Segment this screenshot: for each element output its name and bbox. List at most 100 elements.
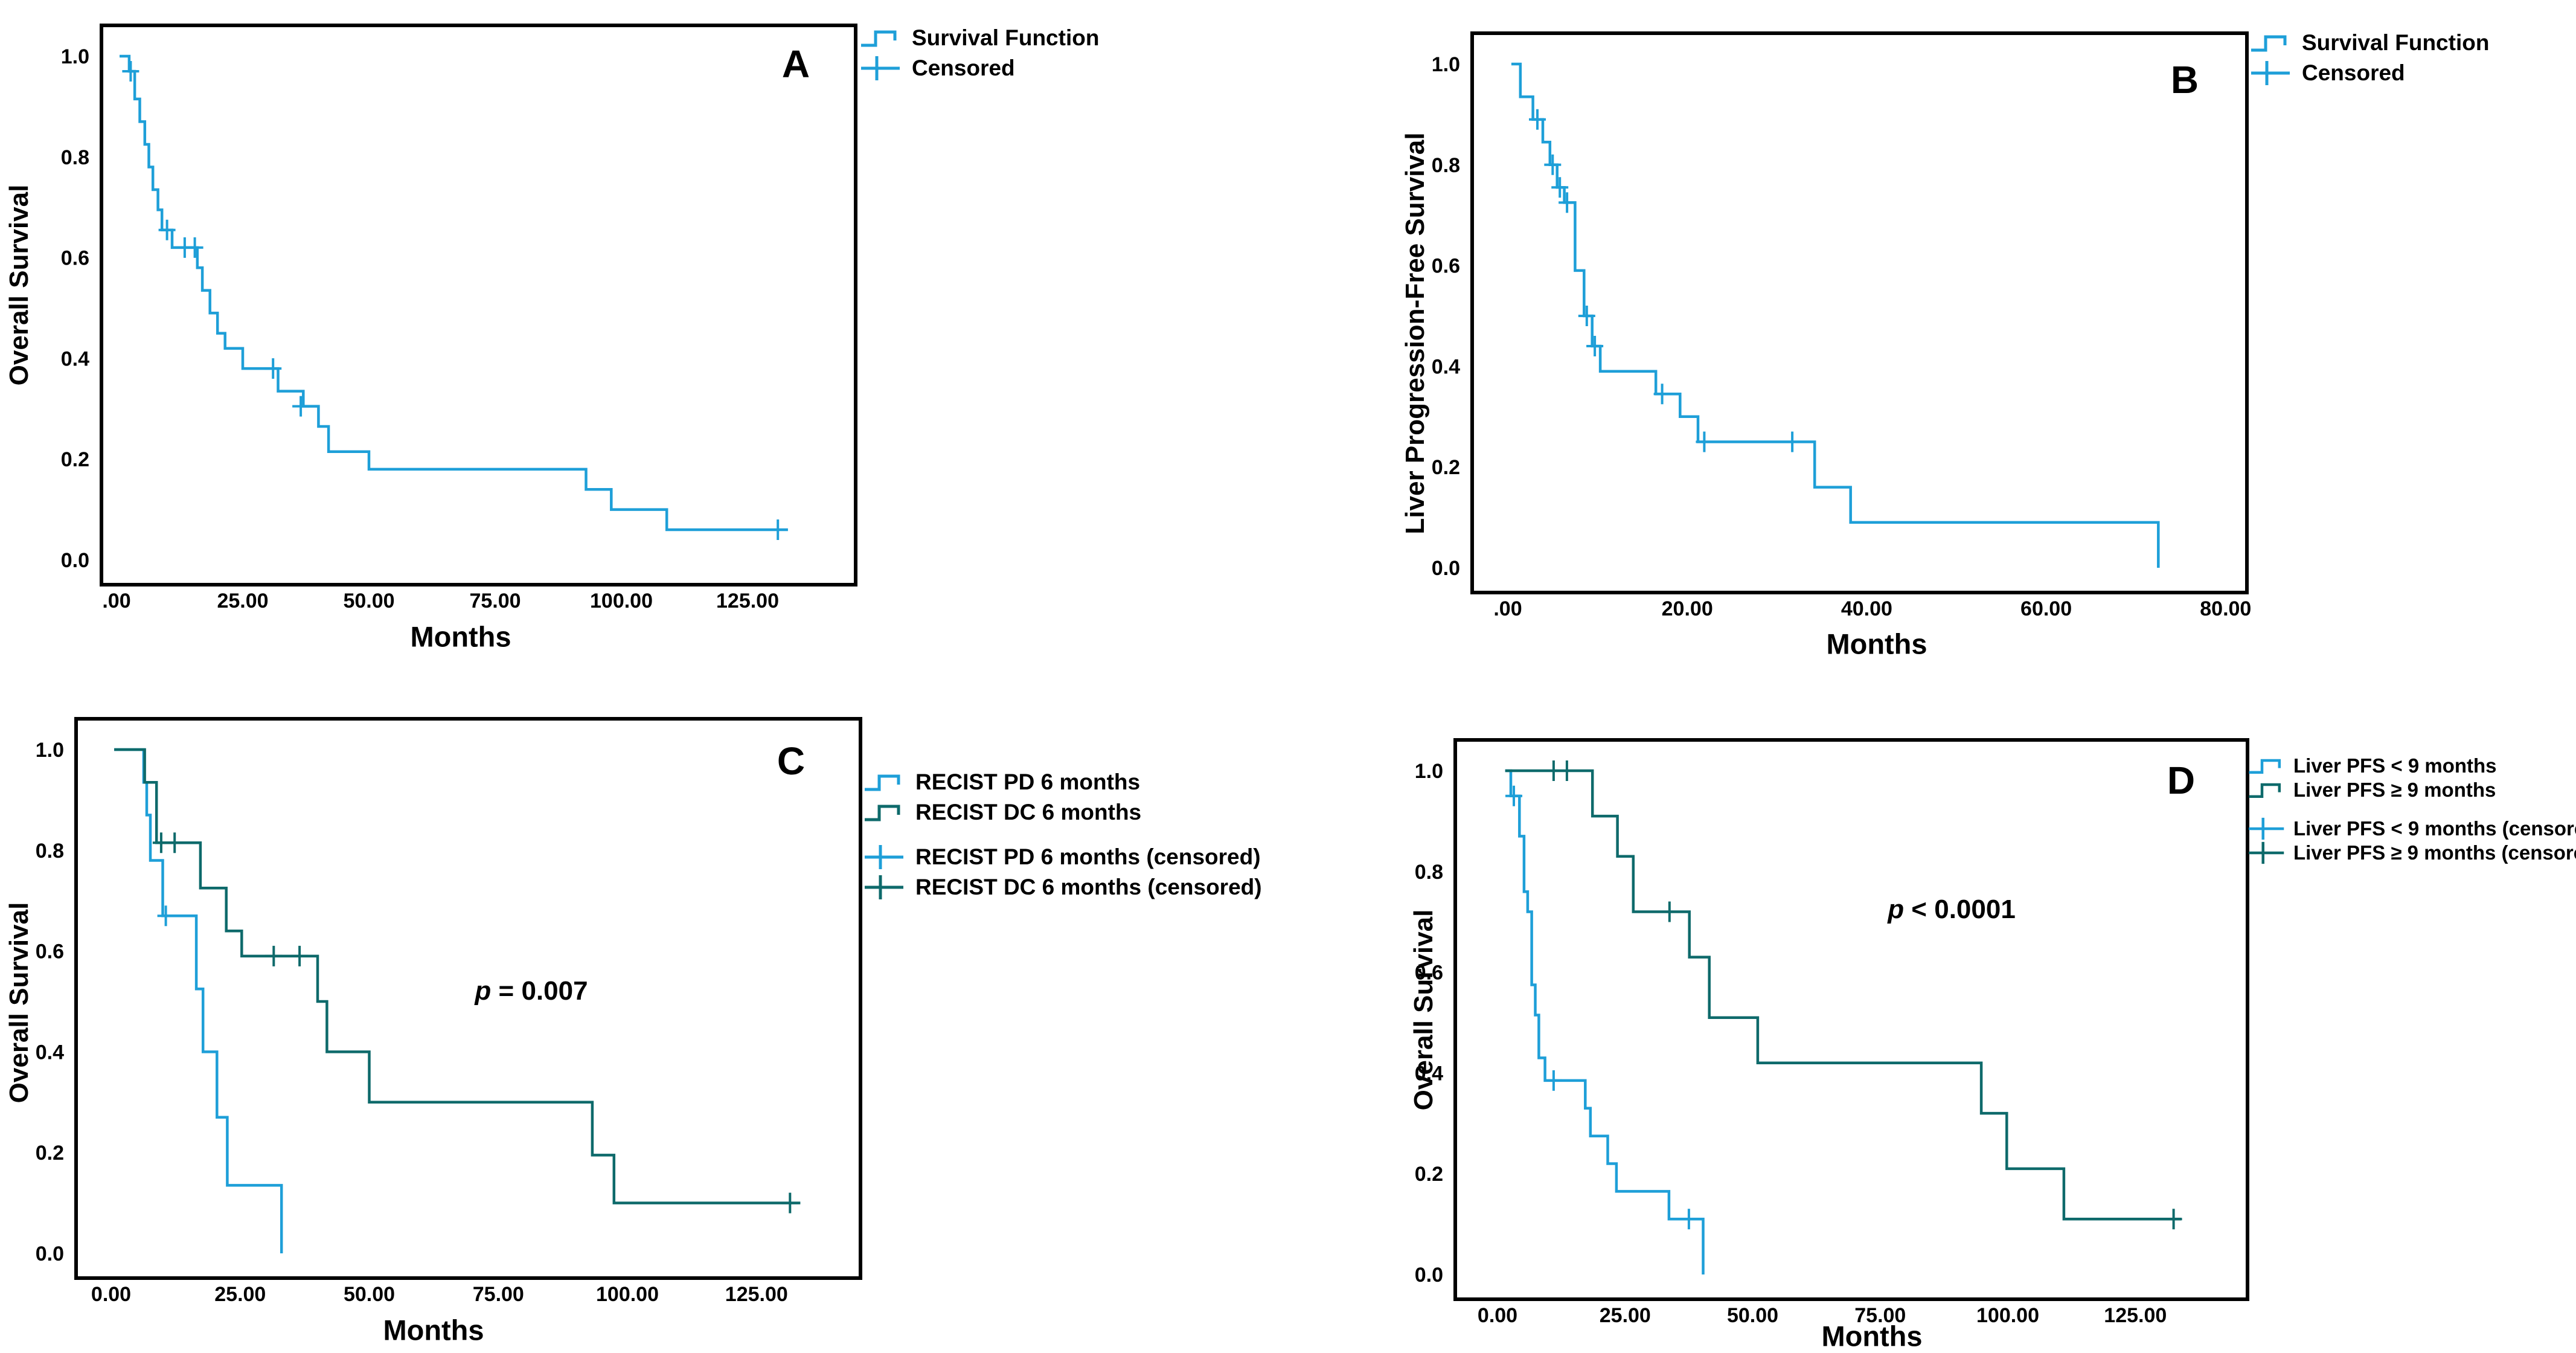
survival-curve-B: [1511, 62, 2160, 568]
x-tick-label-C: 25.00: [214, 1283, 266, 1306]
x-tick-label-D: 75.00: [1854, 1304, 1906, 1327]
y-tick-label-B: 0.4: [1432, 355, 1460, 378]
legend-item-liver-pfs-ge9: Liver PFS ≥ 9 months: [2248, 778, 2576, 802]
plot-frame-D: [1453, 738, 2249, 1301]
x-tick-label-D: 0.00: [1478, 1304, 1517, 1327]
censor-mark-C: [157, 905, 175, 927]
censor-mark-D: [1661, 901, 1678, 922]
panel-b-x-axis-title: Months: [1826, 628, 1927, 660]
censor-plus-icon: [2251, 61, 2290, 85]
panel-c-legend: RECIST PD 6 months RECIST DC 6 months RE…: [863, 767, 1262, 902]
y-tick-label-D: 0.8: [1415, 861, 1443, 884]
survival-curve-A: [120, 54, 788, 532]
legend-label: Liver PFS ≥ 9 months (censored): [2293, 841, 2576, 864]
plot-frame-B: [1470, 31, 2249, 594]
censor-plus-icon: [2249, 841, 2284, 864]
censor-mark-B: [1784, 431, 1801, 452]
x-tick-label-B: 20.00: [1662, 597, 1713, 620]
x-tick-label-B: 80.00: [2200, 597, 2251, 620]
panel-d-letter: D: [2167, 759, 2196, 802]
legend-label: RECIST DC 6 months (censored): [915, 875, 1262, 899]
y-tick-label-A: 0.0: [61, 549, 89, 572]
x-tick-label-B: 40.00: [1841, 597, 1892, 620]
censor-mark-A: [158, 219, 176, 240]
censor-mark-C: [265, 945, 283, 966]
p-value-text: = 0.007: [491, 976, 588, 1006]
censor-mark-B: [1578, 306, 1595, 326]
y-tick-label-A: 0.8: [61, 146, 89, 169]
panel-b-y-axis-title: Liver Progression-Free Survival: [1400, 132, 1430, 535]
step-curve-icon: [861, 30, 897, 47]
y-tick-label-D: 0.6: [1415, 962, 1443, 985]
panel-a-y-axis-title: Overall Survival: [4, 184, 34, 386]
y-tick-label-C: 0.2: [36, 1142, 64, 1165]
censor-mark-D: [1545, 1070, 1562, 1091]
panel-d-y-axis-title: Overall Survival: [1409, 909, 1438, 1111]
censor-mark-B: [1653, 384, 1671, 405]
y-tick-label-D: 0.4: [1415, 1062, 1443, 1085]
survival-curve-D: [1505, 769, 2182, 1221]
legend-item-recist-dc: RECIST DC 6 months: [863, 797, 1262, 828]
censor-plus-icon: [861, 56, 900, 80]
censor-plus-icon: [865, 875, 903, 899]
legend-label: Survival Function: [912, 25, 1100, 50]
censor-mark-A: [122, 61, 139, 82]
censor-mark-B: [1586, 336, 1604, 356]
panel-d-p-value: p < 0.0001: [1888, 895, 2016, 925]
legend-item-liver-pfs-lt9-censored: Liver PFS < 9 months (censored): [2248, 817, 2576, 841]
survival-curve-C: [114, 748, 801, 1204]
x-tick-label-C: 125.00: [725, 1283, 788, 1306]
y-tick-label-D: 1.0: [1415, 760, 1443, 783]
plot-frame-A: [100, 24, 857, 587]
step-curve-icon: [865, 774, 900, 791]
x-tick-label-A: .00: [102, 590, 130, 612]
y-tick-label-A: 0.4: [61, 347, 89, 370]
panel-b-letter: B: [2170, 58, 2199, 101]
y-tick-label-A: 0.2: [61, 448, 89, 471]
x-tick-label-C: 100.00: [596, 1283, 659, 1306]
y-tick-label-B: 1.0: [1432, 53, 1460, 76]
p-value-text: < 0.0001: [1904, 895, 2016, 924]
x-tick-label-A: 50.00: [343, 590, 394, 612]
legend-label: Censored: [912, 56, 1015, 80]
survival-curve-C: [114, 748, 283, 1253]
legend-label: Survival Function: [2302, 30, 2490, 55]
y-tick-label-A: 1.0: [61, 45, 89, 68]
legend-item-survival-function: Survival Function: [860, 23, 1099, 53]
censor-mark-D: [1505, 785, 1522, 806]
panel-a-letter: A: [781, 42, 810, 86]
legend-item-liver-pfs-ge9-censored: Liver PFS ≥ 9 months (censored): [2248, 841, 2576, 865]
legend-label: RECIST DC 6 months: [915, 800, 1142, 824]
y-tick-label-C: 0.0: [36, 1242, 64, 1265]
y-tick-label-B: 0.2: [1432, 456, 1460, 479]
censor-mark-C: [291, 945, 309, 966]
legend-item-recist-pd-censored: RECIST PD 6 months (censored): [863, 842, 1262, 872]
x-tick-label-D: 100.00: [1976, 1304, 2039, 1327]
censor-mark-A: [264, 358, 282, 379]
censor-mark-B: [1696, 431, 1713, 452]
censor-mark-D: [2165, 1209, 2182, 1230]
step-curve-icon: [865, 805, 900, 821]
x-tick-label-D: 25.00: [1600, 1304, 1651, 1327]
x-tick-label-D: 50.00: [1727, 1304, 1778, 1327]
panel-c-x-axis-title: Months: [383, 1314, 484, 1346]
legend-label: Liver PFS < 9 months (censored): [2293, 817, 2576, 840]
censor-mark-D: [1558, 760, 1575, 781]
step-curve-icon: [2249, 783, 2281, 799]
y-tick-label-C: 0.8: [36, 840, 64, 863]
x-tick-label-C: 75.00: [473, 1283, 524, 1306]
x-tick-label-B: .00: [1493, 597, 1522, 620]
step-curve-icon: [2251, 35, 2287, 52]
censor-mark-B: [1551, 177, 1569, 198]
y-tick-label-B: 0.0: [1432, 557, 1460, 580]
p-symbol: p: [475, 976, 492, 1006]
x-tick-label-A: 125.00: [716, 590, 779, 612]
censor-plus-icon: [865, 845, 903, 869]
legend-label: Liver PFS ≥ 9 months: [2293, 779, 2496, 801]
legend-item-recist-dc-censored: RECIST DC 6 months (censored): [863, 872, 1262, 902]
censor-mark-A: [769, 519, 787, 540]
panel-a-legend: Survival Function Censored: [860, 23, 1099, 83]
panel-c-p-value: p = 0.007: [475, 976, 588, 1006]
